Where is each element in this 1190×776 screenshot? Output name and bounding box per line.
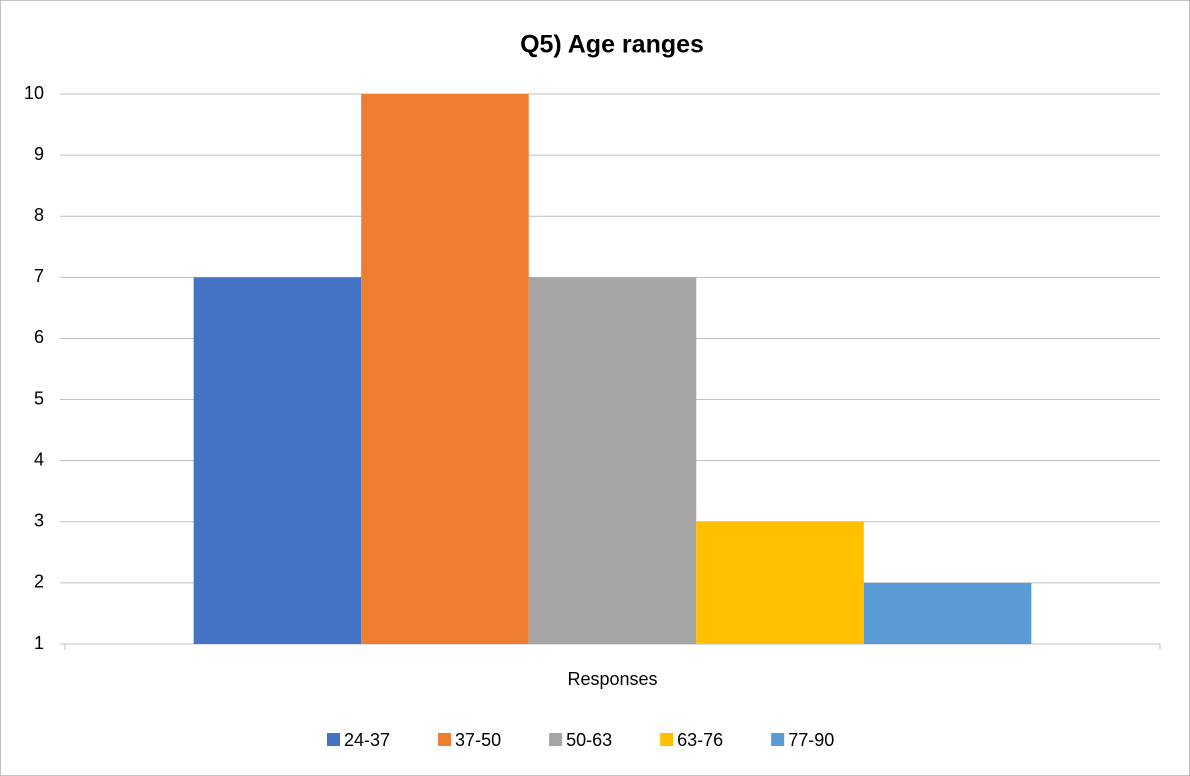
y-tick-label: 3: [34, 511, 44, 531]
y-tick-label: 7: [34, 266, 44, 286]
legend-label: 24-37: [344, 730, 390, 750]
legend-swatch: [549, 733, 563, 746]
y-tick-label: 1: [34, 633, 44, 653]
bar: [361, 94, 529, 644]
bar: [696, 521, 864, 644]
legend-swatch: [660, 733, 674, 746]
bar: [528, 277, 697, 644]
y-tick-label: 5: [34, 388, 44, 408]
y-tick-label: 2: [34, 572, 44, 592]
y-tick-label: 4: [34, 449, 44, 469]
y-tick-label: 9: [34, 144, 44, 164]
legend-swatch: [327, 733, 340, 746]
legend-label: 50-63: [566, 730, 612, 750]
y-tick-label: 6: [34, 327, 44, 347]
legend-swatch: [438, 733, 452, 746]
y-tick-label: 10: [24, 83, 44, 103]
bar: [193, 277, 362, 644]
y-tick-label: 8: [34, 205, 44, 225]
legend-label: 77-90: [788, 730, 834, 750]
legend-swatch: [771, 733, 785, 746]
bar: [863, 582, 1032, 644]
legend-label: 63-76: [677, 730, 723, 750]
x-tick-label: Responses: [567, 669, 657, 689]
legend-label: 37-50: [455, 730, 501, 750]
chart-title: Q5) Age ranges: [520, 31, 704, 59]
